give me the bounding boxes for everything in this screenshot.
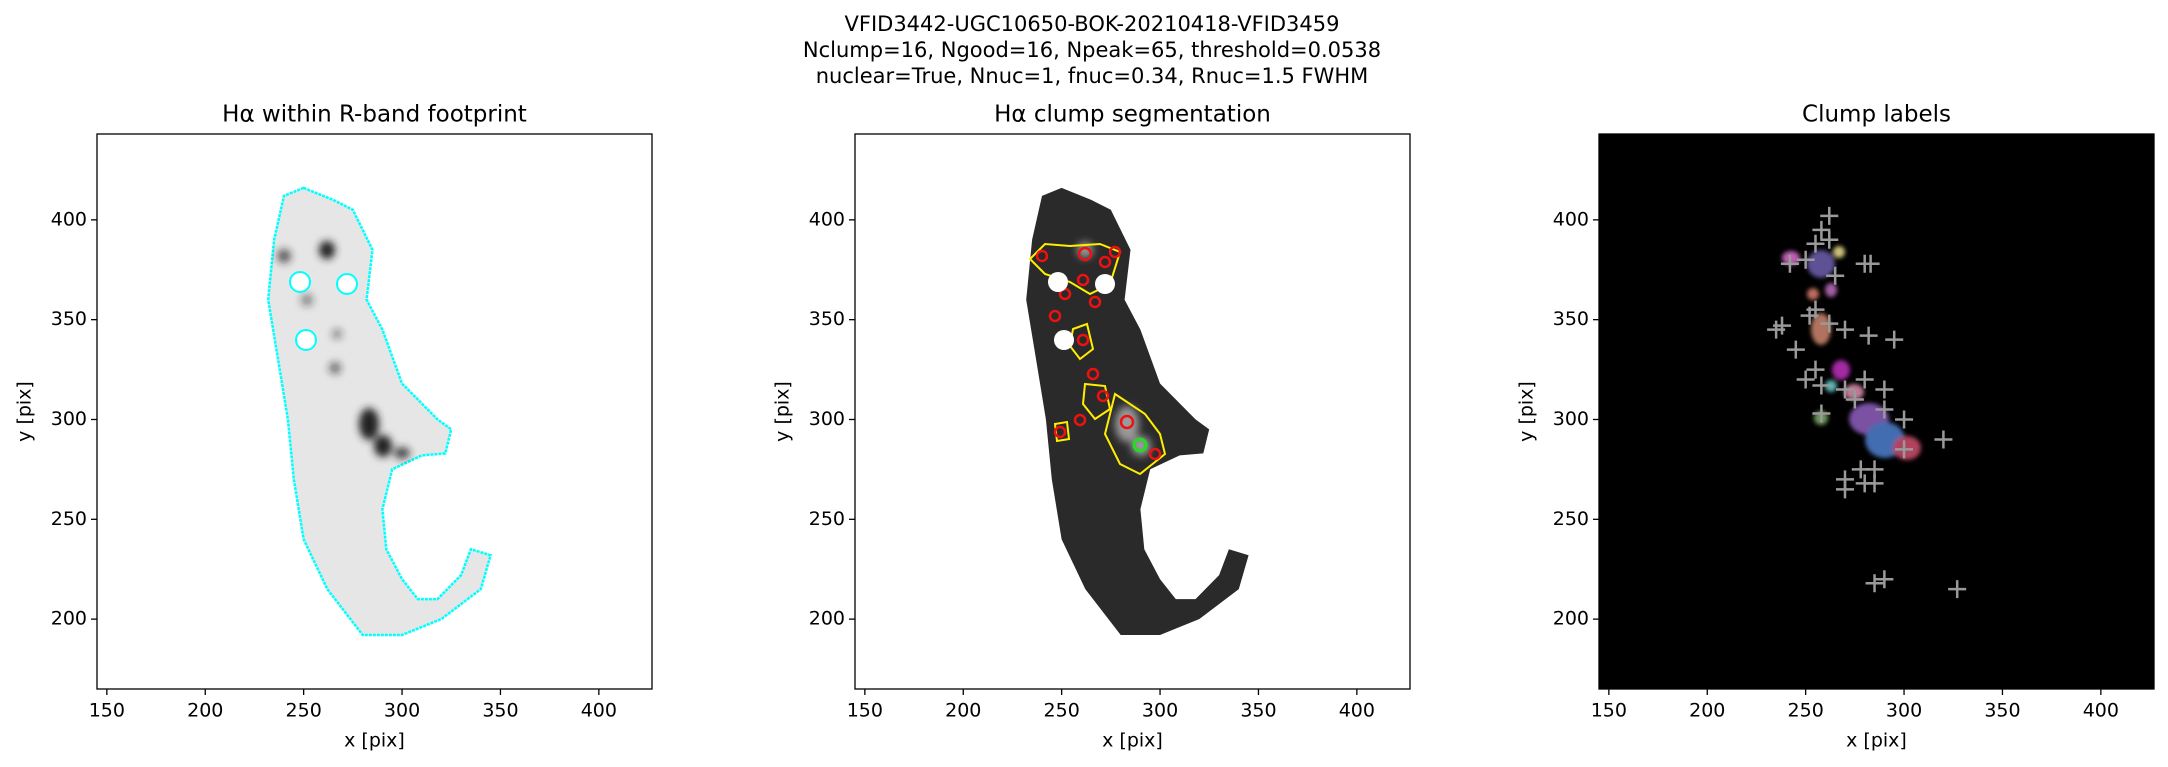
x-tick-label: 150: [1591, 700, 1627, 722]
y-tick-label: 400: [809, 208, 845, 230]
x-axis-label: x [pix]: [344, 730, 405, 752]
x-tick-label: 200: [945, 700, 981, 722]
x-tick-label: 400: [2083, 700, 2119, 722]
peak-marker: [1780, 254, 1799, 273]
y-tick-label: 250: [809, 508, 845, 530]
peak-marker: [1845, 390, 1864, 409]
x-tick-label: 200: [1689, 700, 1725, 722]
peak-marker: [1895, 440, 1914, 459]
x-tick-label: 400: [581, 700, 617, 722]
peak-marker: [1836, 320, 1855, 339]
x-tick-label: 300: [1142, 700, 1178, 722]
peak-marker: [1859, 326, 1878, 345]
image-footprint: [266, 186, 492, 637]
peak-marker: [1836, 380, 1855, 399]
axes-frame: [1598, 133, 2155, 690]
x-tick-label: 300: [1886, 700, 1922, 722]
peak-marker: [1826, 266, 1845, 285]
image-segmentation: [1026, 187, 1249, 635]
y-tick-label: 350: [809, 308, 845, 330]
axes-frame: [96, 133, 653, 690]
suptitle: VFID3442-UGC10650-BOK-20210418-VFID3459: [845, 12, 1340, 36]
x-tick-label: 250: [1788, 700, 1824, 722]
y-tick-label: 400: [51, 208, 87, 230]
peak-marker: [1767, 320, 1786, 339]
peak-marker: [1895, 410, 1914, 429]
peak-marker: [1820, 230, 1839, 249]
y-axis-label: y [pix]: [14, 381, 36, 442]
peak-marker: [1796, 370, 1815, 389]
x-tick-label: 250: [286, 700, 322, 722]
panel: Hα within R-band footprint x [pix] y [pix]…: [14, 102, 653, 752]
y-tick-label: 300: [809, 408, 845, 430]
panel-title: Clump labels: [1802, 102, 1951, 128]
x-tick-label: 200: [187, 700, 223, 722]
peak-marker: [1820, 206, 1839, 225]
x-tick-label: 350: [1240, 700, 1276, 722]
peak-marker: [1875, 380, 1894, 399]
y-tick-label: 200: [51, 608, 87, 630]
panel-title: Hα within R-band footprint: [222, 102, 527, 128]
y-tick-label: 300: [1553, 408, 1589, 430]
peak-marker: [1812, 220, 1831, 239]
x-axis-label: x [pix]: [1102, 730, 1163, 752]
x-tick-label: 350: [482, 700, 518, 722]
peak-marker: [1855, 370, 1874, 389]
suptitle: nuclear=True, Nnuc=1, fnuc=0.34, Rnuc=1.…: [816, 64, 1369, 88]
y-tick-label: 200: [1553, 608, 1589, 630]
peak-marker: [1875, 400, 1894, 419]
peak-marker: [1861, 254, 1880, 273]
peak-marker: [1875, 570, 1894, 589]
image-labels: [1599, 134, 2154, 689]
suptitle: Nclump=16, Ngood=16, Npeak=65, threshold…: [803, 38, 1381, 62]
y-tick-label: 200: [809, 608, 845, 630]
peak-marker: [1865, 574, 1884, 593]
peak-marker: [1800, 306, 1819, 325]
x-tick-label: 150: [89, 700, 125, 722]
panel: Hα clump segmentation x [pix] y [pix] 150 20…: [772, 102, 1411, 752]
axes-frame: [854, 133, 1411, 690]
y-tick-label: 250: [51, 508, 87, 530]
peak-marker: [1820, 314, 1839, 333]
y-axis-label: y [pix]: [772, 381, 794, 442]
x-tick-label: 250: [1044, 700, 1080, 722]
peak-marker: [1796, 250, 1815, 269]
peak-marker: [1812, 376, 1831, 395]
x-tick-label: 400: [1339, 700, 1375, 722]
x-axis-label: x [pix]: [1846, 730, 1907, 752]
x-tick-label: 350: [1984, 700, 2020, 722]
y-tick-label: 250: [1553, 508, 1589, 530]
peak-marker: [1806, 360, 1825, 379]
peak-marker: [1934, 430, 1953, 449]
peak-marker: [1836, 480, 1855, 499]
y-tick-label: 300: [51, 408, 87, 430]
y-tick-label: 350: [51, 308, 87, 330]
peak-marker: [1865, 474, 1884, 493]
peak-marker: [1786, 340, 1805, 359]
peak-marker: [1885, 330, 1904, 349]
panel-title: Hα clump segmentation: [994, 102, 1271, 128]
y-axis-label: y [pix]: [1516, 381, 1538, 442]
x-tick-label: 300: [384, 700, 420, 722]
y-tick-label: 400: [1553, 208, 1589, 230]
peak-marker: [1806, 234, 1825, 253]
peak-marker: [1948, 580, 1967, 599]
x-tick-label: 150: [847, 700, 883, 722]
peak-marker: [1812, 404, 1831, 423]
y-tick-label: 350: [1553, 308, 1589, 330]
panel: Clump labels x [pix] y [pix] 150 200 250 300 35…: [1516, 102, 2155, 752]
